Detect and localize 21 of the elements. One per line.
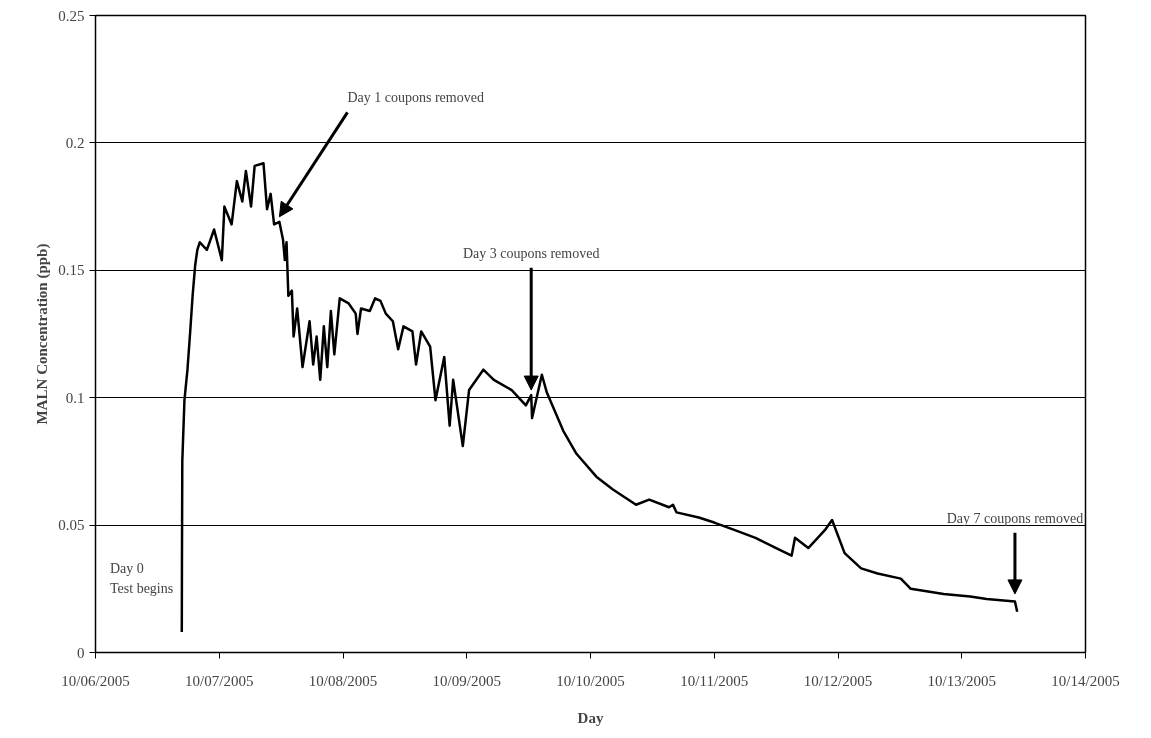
annotation: Day 3 coupons removed [462, 245, 600, 261]
y-tick-label: 0.1 [65, 389, 85, 406]
y-tick-label: 0.2 [65, 134, 85, 151]
x-tick-label: 10/09/2005 [432, 672, 501, 689]
y-tick-label: 0.25 [58, 7, 85, 24]
x-tick-label: 10/10/2005 [556, 672, 625, 689]
x-tick-label: 10/07/2005 [185, 672, 254, 689]
x-tick-label: 10/08/2005 [308, 672, 378, 689]
y-tick-label: 0.15 [58, 262, 85, 279]
annotation: Day 1 coupons removed [347, 90, 484, 106]
y-tick-label: 0.05 [58, 517, 85, 534]
x-tick-label: 10/13/2005 [927, 672, 996, 689]
annotation: Day 7 coupons removed [946, 510, 1084, 526]
x-tick-label: 10/06/2005 [61, 672, 130, 689]
x-tick-label: 10/14/2005 [1051, 672, 1120, 689]
annotation: Day 0 Test begins [110, 561, 174, 597]
y-tick-label: 0 [77, 644, 85, 661]
y-axis-title: MALN Concentration (ppb) [34, 243, 52, 425]
x-axis-title: Day [577, 709, 604, 726]
x-tick-label: 10/11/2005 [680, 672, 749, 689]
x-tick-label: 10/12/2005 [803, 672, 873, 689]
